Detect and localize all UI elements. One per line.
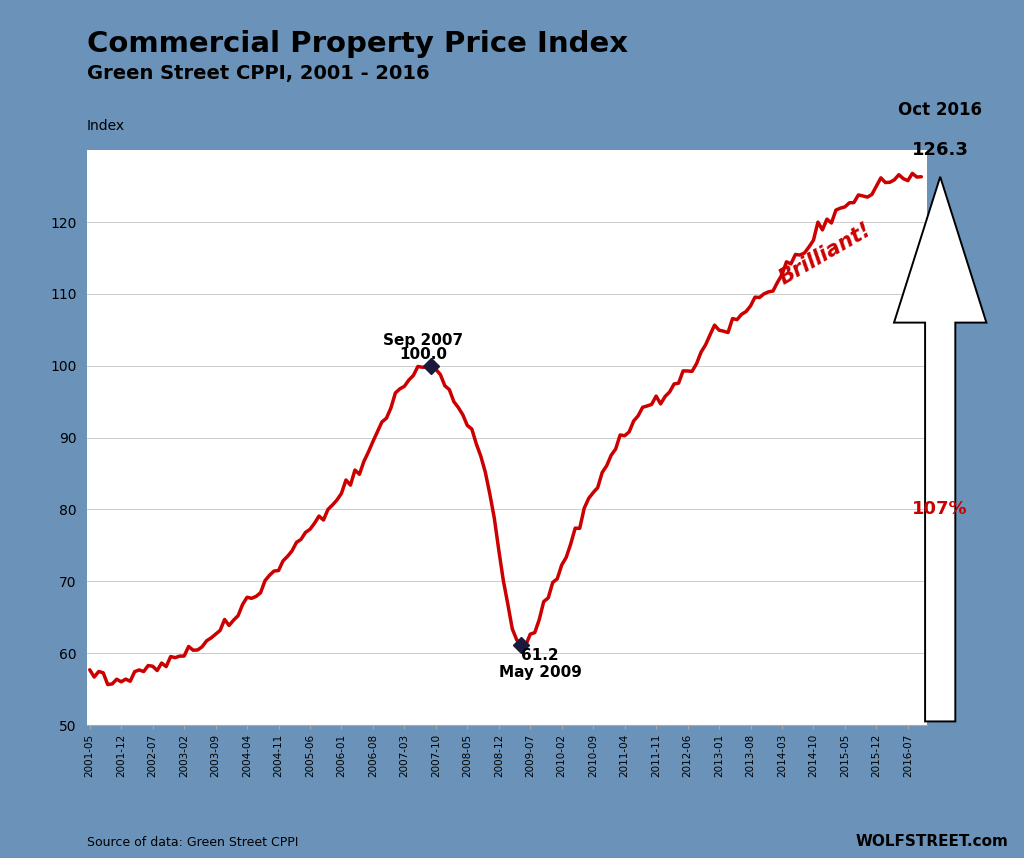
Text: 61.2: 61.2 [521,648,559,663]
Text: Index: Index [87,119,125,133]
Text: Green Street CPPI, 2001 - 2016: Green Street CPPI, 2001 - 2016 [87,64,430,83]
Text: Commercial Property Price Index: Commercial Property Price Index [87,30,628,58]
Text: 100.0: 100.0 [399,347,447,362]
Text: Brilliant!: Brilliant! [775,220,874,289]
Text: Source of data: Green Street CPPI: Source of data: Green Street CPPI [87,837,298,849]
Polygon shape [894,177,986,722]
Text: Oct 2016: Oct 2016 [898,101,982,119]
Text: 126.3: 126.3 [911,142,969,160]
Text: WOLFSTREET.com: WOLFSTREET.com [856,835,1009,849]
Text: 107%: 107% [912,500,968,518]
Text: Sep 2007: Sep 2007 [383,333,463,347]
Text: May 2009: May 2009 [499,665,582,680]
